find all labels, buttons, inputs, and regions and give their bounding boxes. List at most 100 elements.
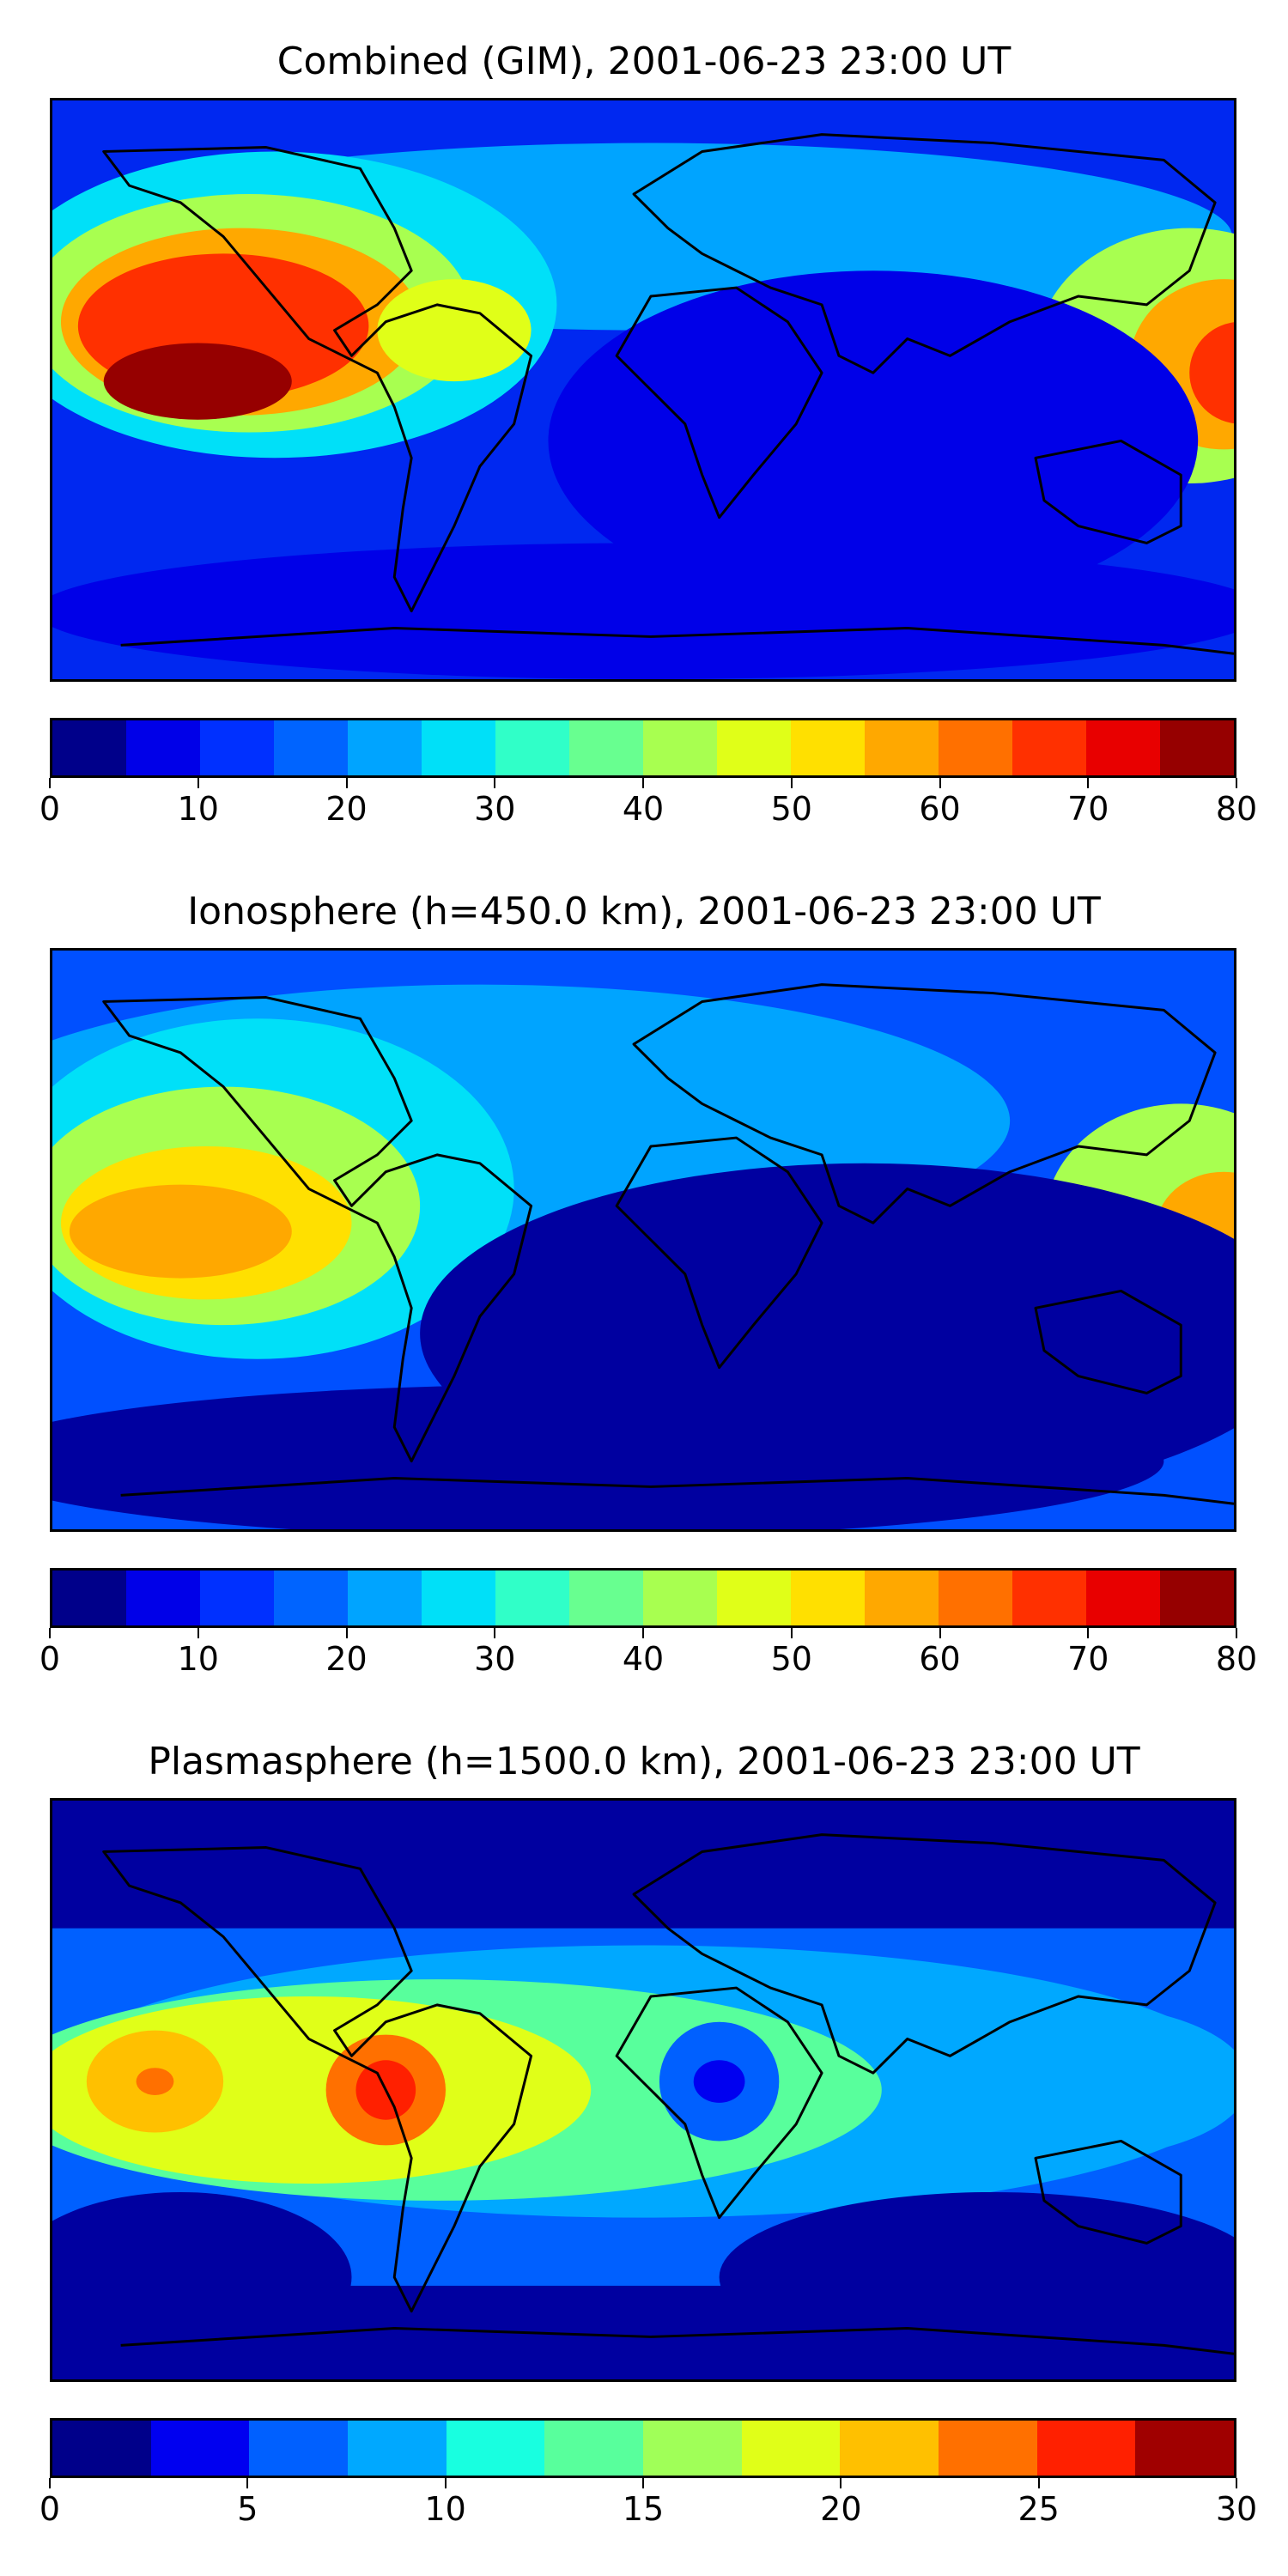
colorbar-tick <box>494 778 496 788</box>
colorbar-segment <box>1012 1571 1086 1625</box>
colorbar-tick <box>246 2478 249 2488</box>
panel-title-ionosphere: Ionosphere (h=450.0 km), 2001-06-23 23:0… <box>187 890 1101 933</box>
colorbar-segment <box>274 1571 348 1625</box>
colorbar-segment <box>446 2421 545 2476</box>
colorbar-tick-label: 0 <box>39 1640 61 1678</box>
colorbar-tick-label: 10 <box>177 1640 219 1678</box>
contour-band <box>719 2191 1234 2363</box>
colorbar-tick <box>939 778 941 788</box>
colorbar-tick <box>494 1628 496 1638</box>
colorbar-tick-label: 70 <box>1067 1640 1109 1678</box>
coastlines <box>102 983 1234 1505</box>
colorbar-tick <box>939 1628 941 1638</box>
ionosphere-tec-map <box>50 948 1236 1532</box>
panel-title-plasmasphere: Plasmasphere (h=1500.0 km), 2001-06-23 2… <box>148 1740 1140 1783</box>
colorbar-tick-label: 30 <box>474 1640 516 1678</box>
colorbar-tick <box>1087 1628 1090 1638</box>
colorbar-segment <box>1086 720 1160 775</box>
colorbar-segment <box>717 1571 791 1625</box>
colorbar-tick <box>840 2478 842 2488</box>
colorbar-tick <box>1087 778 1090 788</box>
colorbar-tick-label: 15 <box>622 2490 665 2528</box>
colorbar-segment <box>791 1571 865 1625</box>
colorbar-tick-label: 80 <box>1215 790 1258 828</box>
contour-band <box>136 2068 174 2095</box>
colorbar-segment <box>274 720 348 775</box>
combined-tec-map <box>50 98 1236 682</box>
colorbar-segment <box>249 2421 349 2476</box>
colorbar-segment <box>544 2421 644 2476</box>
colorbar-tick <box>1037 2478 1040 2488</box>
colorbar-tick <box>197 1628 199 1638</box>
colorbar-segment <box>1135 2421 1235 2476</box>
colorbar-tick-label: 30 <box>1215 2490 1258 2528</box>
colorbar-tick-label: 60 <box>919 1640 961 1678</box>
colorbar-tick-label: 10 <box>177 790 219 828</box>
colorbar-tick-label: 20 <box>820 2490 862 2528</box>
panel-title-combined: Combined (GIM), 2001-06-23 23:00 UT <box>276 39 1012 83</box>
coastlines <box>102 133 1234 655</box>
colorbar-segment <box>200 720 274 775</box>
colorbar-tick <box>1236 778 1237 788</box>
colorbar-tick-label: 50 <box>770 790 812 828</box>
colorbar-tick <box>49 778 51 788</box>
colorbar-segment <box>939 720 1012 775</box>
colorbar-segment <box>1160 720 1234 775</box>
contour-band <box>907 2004 1234 2159</box>
colorbar-segment <box>1160 1571 1234 1625</box>
colorbar-segment <box>1036 2421 1136 2476</box>
colorbar-segment <box>741 2421 841 2476</box>
colorbar-tick-label: 80 <box>1215 1640 1258 1678</box>
colorbar-tick <box>642 1628 644 1638</box>
colorbar-segment <box>126 1571 200 1625</box>
colorbar-segment <box>1086 1571 1160 1625</box>
colorbar-tick-label: 5 <box>237 2490 258 2528</box>
colorbar-tick-label: 70 <box>1067 790 1109 828</box>
colorbar-segment <box>52 1571 126 1625</box>
colorbar-tick <box>790 1628 793 1638</box>
colorbar-segment <box>52 2421 151 2476</box>
colorbar-tick <box>49 1628 51 1638</box>
colorbar-segment <box>150 2421 250 2476</box>
contour-band <box>69 1184 292 1279</box>
colorbar-segment <box>422 720 495 775</box>
colorbar-segment <box>1012 720 1086 775</box>
colorbar-segment <box>643 2421 742 2476</box>
colorbar-tick-label: 50 <box>770 1640 812 1678</box>
colorbar-segment <box>348 720 422 775</box>
colorbar-tick-label: 40 <box>622 1640 665 1678</box>
colorbar-segment <box>569 1571 643 1625</box>
combined-colorbar <box>50 718 1236 778</box>
plasmasphere-tec-map <box>50 1798 1236 2382</box>
colorbar-tick-label: 20 <box>325 790 368 828</box>
colorbar-tick <box>197 778 199 788</box>
colorbar-tick-label: 25 <box>1018 2490 1060 2528</box>
colorbar-segment <box>495 1571 569 1625</box>
colorbar-tick-label: 0 <box>39 790 61 828</box>
contour-band <box>52 2191 352 2363</box>
colorbar-segment <box>717 720 791 775</box>
colorbar-segment <box>126 720 200 775</box>
colorbar-segment <box>495 720 569 775</box>
colorbar-segment <box>791 720 865 775</box>
colorbar-tick-label: 0 <box>39 2490 61 2528</box>
colorbar-segment <box>939 1571 1012 1625</box>
colorbar-segment <box>840 2421 939 2476</box>
contour-band <box>693 2060 745 2103</box>
colorbar-tick <box>444 2478 447 2488</box>
colorbar-tick-label: 40 <box>622 790 665 828</box>
colorbar-segment <box>643 720 717 775</box>
colorbar-segment <box>348 2421 447 2476</box>
colorbar-tick <box>642 2478 644 2488</box>
colorbar-tick <box>345 1628 348 1638</box>
contour-band <box>103 343 292 420</box>
colorbar-segment <box>52 720 126 775</box>
colorbar-tick-label: 30 <box>474 790 516 828</box>
colorbar-tick-label: 20 <box>325 1640 368 1678</box>
colorbar-segment <box>348 1571 422 1625</box>
colorbar-tick <box>790 778 793 788</box>
colorbar-tick <box>345 778 348 788</box>
colorbar-tick <box>1236 2478 1237 2488</box>
contour-band <box>1189 322 1234 424</box>
coastlines <box>102 1833 1234 2355</box>
